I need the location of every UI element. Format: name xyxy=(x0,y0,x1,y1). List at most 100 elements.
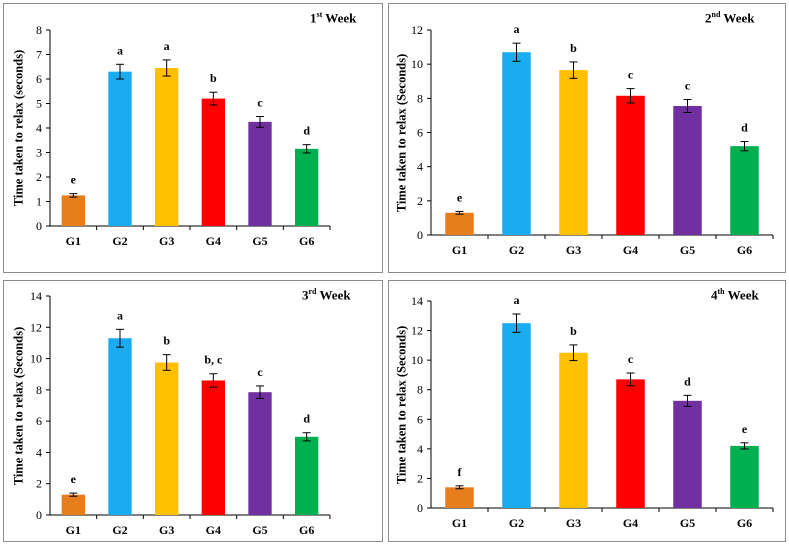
bar-g2 xyxy=(502,323,531,508)
bar-g1 xyxy=(61,195,85,226)
y-axis-label: Time taken to relax (Seconds) xyxy=(11,326,26,485)
significance-letter: f xyxy=(458,465,463,479)
y-tick-label: 12 xyxy=(411,23,423,37)
title-number: 3 xyxy=(302,287,309,303)
title-week: Week xyxy=(319,287,351,303)
significance-letter: b, c xyxy=(204,353,223,367)
title-week: Week xyxy=(727,287,759,303)
y-tick-label: 5 xyxy=(36,97,42,111)
bar-g6 xyxy=(295,436,319,515)
y-tick-label: 8 xyxy=(36,23,42,37)
y-tick-label: 4 xyxy=(417,160,423,174)
y-tick-label: 8 xyxy=(417,383,423,397)
bar-g3 xyxy=(559,352,588,508)
bar-g5 xyxy=(248,121,272,226)
title-suffix: nd xyxy=(711,10,721,19)
x-category-label: G3 xyxy=(159,234,174,248)
y-tick-label: 6 xyxy=(417,126,423,140)
bar-chart-week-4: 0 2 4 6 8 10 12 14 f G1 a G2 b G3 c G4 d G5 e G6 xyxy=(411,293,774,530)
x-category-label: G6 xyxy=(299,234,314,248)
significance-letter: c xyxy=(685,79,691,93)
x-category-label: G1 xyxy=(452,516,467,530)
y-tick-label: 2 xyxy=(417,194,423,208)
significance-letter: d xyxy=(303,124,310,138)
chart-panel-week-3: 0 2 4 6 8 10 12 14 e G1 a G2 b G3 b, c G4 c G5 d G6 Time ta… xyxy=(3,280,383,542)
y-tick-label: 2 xyxy=(36,170,42,184)
title-week: Week xyxy=(325,10,357,26)
bar-g6 xyxy=(730,445,759,508)
x-category-label: G4 xyxy=(206,234,221,248)
bar-g5 xyxy=(673,400,702,508)
bar-chart-week-1: 0 1 2 3 4 5 6 7 8 e G1 a G2 a G3 b G4 c G5 d G6 xyxy=(36,23,331,248)
y-tick-label: 8 xyxy=(36,383,42,397)
y-tick-label: 14 xyxy=(411,294,423,308)
significance-letter: a xyxy=(164,39,170,53)
bar-g2 xyxy=(108,71,132,227)
y-tick-label: 8 xyxy=(417,91,423,105)
significance-letter: a xyxy=(117,43,123,57)
y-tick-label: 0 xyxy=(36,219,42,233)
title-number: 1 xyxy=(310,10,317,26)
significance-letter: c xyxy=(628,68,634,82)
title-suffix: st xyxy=(316,10,323,19)
y-tick-label: 10 xyxy=(411,57,423,71)
bar-g1 xyxy=(61,494,85,515)
significance-letter: d xyxy=(741,121,748,135)
x-category-label: G2 xyxy=(112,523,127,537)
significance-letter: b xyxy=(163,334,170,348)
y-tick-label: 3 xyxy=(36,146,42,160)
bar-g3 xyxy=(155,362,179,515)
significance-letter: a xyxy=(514,293,520,307)
bar-g2 xyxy=(108,338,132,515)
significance-letter: a xyxy=(117,308,123,322)
chart-title: 1st Week xyxy=(310,10,356,26)
x-category-label: G2 xyxy=(509,243,524,257)
x-category-label: G4 xyxy=(623,516,638,530)
title-week: Week xyxy=(723,10,755,26)
bar-chart-week-3: 0 2 4 6 8 10 12 14 e G1 a G2 b G3 b, c G4 c G5 d G6 xyxy=(30,289,331,537)
y-tick-label: 0 xyxy=(417,501,423,515)
bar-g1 xyxy=(445,212,474,235)
y-tick-label: 14 xyxy=(30,289,42,303)
x-category-label: G5 xyxy=(252,234,267,248)
significance-letter: b xyxy=(570,41,577,55)
bar-chart-week-2: 0 2 4 6 8 10 12 e G1 a G2 b G3 c G4 c G5 d G6 xyxy=(411,22,774,257)
x-category-label: G1 xyxy=(66,523,81,537)
y-tick-label: 10 xyxy=(30,352,42,366)
title-number: 4 xyxy=(711,287,718,303)
significance-letter: e xyxy=(71,173,77,187)
bar-g2 xyxy=(502,52,531,236)
significance-letter: b xyxy=(570,324,577,338)
chart-panel-week-1: 0 1 2 3 4 5 6 7 8 e G1 a G2 a G3 b G4 c G5 d G6 Time taken t… xyxy=(3,3,383,273)
bar-g3 xyxy=(559,70,588,235)
x-category-label: G1 xyxy=(452,243,467,257)
x-category-label: G2 xyxy=(112,234,127,248)
y-tick-label: 4 xyxy=(36,445,42,459)
chart-panel-week-2: 0 2 4 6 8 10 12 e G1 a G2 b G3 c G4 c G5 d G6 Time taken t… xyxy=(388,3,786,273)
x-category-label: G5 xyxy=(680,243,695,257)
y-tick-label: 6 xyxy=(36,72,42,86)
bar-g1 xyxy=(445,487,474,508)
y-tick-label: 0 xyxy=(36,508,42,522)
x-category-label: G6 xyxy=(737,243,752,257)
y-tick-label: 6 xyxy=(36,414,42,428)
x-category-label: G5 xyxy=(680,516,695,530)
bar-g5 xyxy=(673,106,702,235)
bar-g6 xyxy=(295,148,319,226)
bar-g5 xyxy=(248,392,272,515)
y-tick-label: 4 xyxy=(36,121,42,135)
title-suffix: rd xyxy=(308,287,317,296)
y-axis-label: Time taken to relax (seconds) xyxy=(11,49,26,207)
significance-letter: e xyxy=(457,190,463,204)
chart-panel-week-4: 0 2 4 6 8 10 12 14 f G1 a G2 b G3 c G4 d G5 e G6 Time taken… xyxy=(388,280,786,542)
x-category-label: G3 xyxy=(566,516,581,530)
chart-title: 2nd Week xyxy=(705,10,754,26)
x-category-label: G2 xyxy=(509,516,524,530)
y-tick-label: 2 xyxy=(36,477,42,491)
y-tick-label: 0 xyxy=(417,228,423,242)
x-category-label: G3 xyxy=(566,243,581,257)
y-axis-label: Time taken to relax (Seconds) xyxy=(394,325,409,484)
significance-letter: c xyxy=(257,95,263,109)
significance-letter: c xyxy=(257,365,263,379)
significance-letter: c xyxy=(628,352,634,366)
